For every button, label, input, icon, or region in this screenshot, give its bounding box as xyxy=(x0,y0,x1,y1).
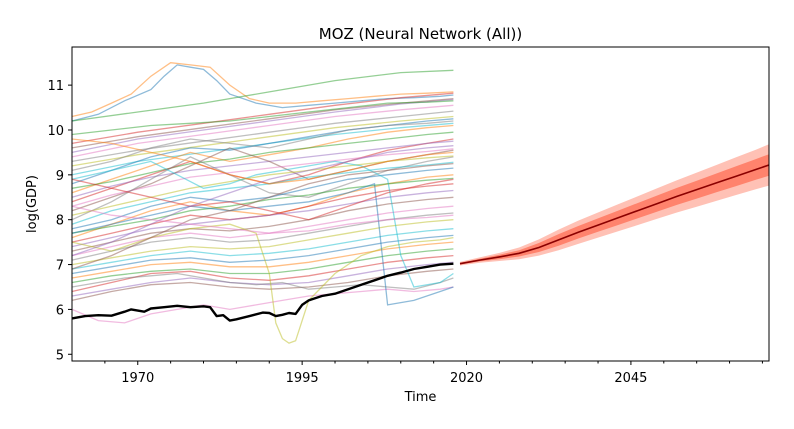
forecast-mean-line xyxy=(459,164,770,265)
chart-title: MOZ (Neural Network (All)) xyxy=(319,25,522,43)
plot-area xyxy=(71,46,770,362)
background-series-line xyxy=(71,92,454,145)
background-series-line xyxy=(71,124,454,194)
background-series-line xyxy=(71,162,454,270)
y-tick-label: 8 xyxy=(56,214,64,229)
background-series-line xyxy=(71,155,454,216)
background-series-line xyxy=(71,148,454,207)
y-tick-label: 7 xyxy=(56,259,64,274)
highlight-group xyxy=(71,262,454,322)
forecast-group xyxy=(459,144,770,266)
background-series-line xyxy=(71,138,454,185)
plot-frame xyxy=(71,46,770,362)
background-series-line xyxy=(71,286,454,324)
background-series-line xyxy=(71,223,454,344)
background-series-line xyxy=(71,182,454,306)
background-series-line xyxy=(71,228,454,270)
background-series-line xyxy=(71,110,454,163)
background-series-line xyxy=(71,177,454,234)
x-axis: 1970 1995 2020 2045 xyxy=(104,361,763,386)
x-tick-label: 2020 xyxy=(450,371,483,386)
background-series-line xyxy=(71,234,454,275)
y-tick-label: 11 xyxy=(47,79,64,94)
background-series-line xyxy=(71,100,454,136)
background-series-line xyxy=(71,145,454,257)
x-axis-label: Time xyxy=(404,390,437,405)
forecast-outer-band xyxy=(460,144,769,266)
background-series-line xyxy=(71,104,454,158)
background-series-line xyxy=(71,120,454,172)
background-series-line xyxy=(71,189,454,248)
background-series-line xyxy=(71,268,454,302)
background-series-line xyxy=(71,212,454,261)
background-series-line xyxy=(71,118,454,185)
background-series-line xyxy=(71,98,454,154)
x-tick-label: 2045 xyxy=(614,371,647,386)
background-series-line xyxy=(71,205,454,234)
background-series-line xyxy=(71,115,454,167)
x-tick-label: 1970 xyxy=(121,371,154,386)
y-tick-label: 6 xyxy=(56,303,64,318)
y-tick-label: 5 xyxy=(56,348,64,363)
background-series-line xyxy=(71,241,454,279)
background-series-line xyxy=(71,178,454,221)
background-series-line xyxy=(71,131,454,189)
background-series-line xyxy=(71,219,454,266)
x-tick-label: 1995 xyxy=(286,371,319,386)
y-tick-label: 10 xyxy=(47,124,64,139)
background-series-line xyxy=(71,62,454,118)
y-tick-label: 9 xyxy=(56,169,64,184)
background-series-line xyxy=(71,261,454,297)
y-axis-label: log(GDP) xyxy=(25,175,40,233)
background-series-group xyxy=(71,62,454,344)
highlight-series-line xyxy=(71,262,454,322)
background-series-line xyxy=(71,69,454,122)
y-axis: 5 6 7 8 9 10 11 xyxy=(47,79,72,363)
background-series-line xyxy=(71,272,454,290)
background-series-line xyxy=(71,196,454,252)
